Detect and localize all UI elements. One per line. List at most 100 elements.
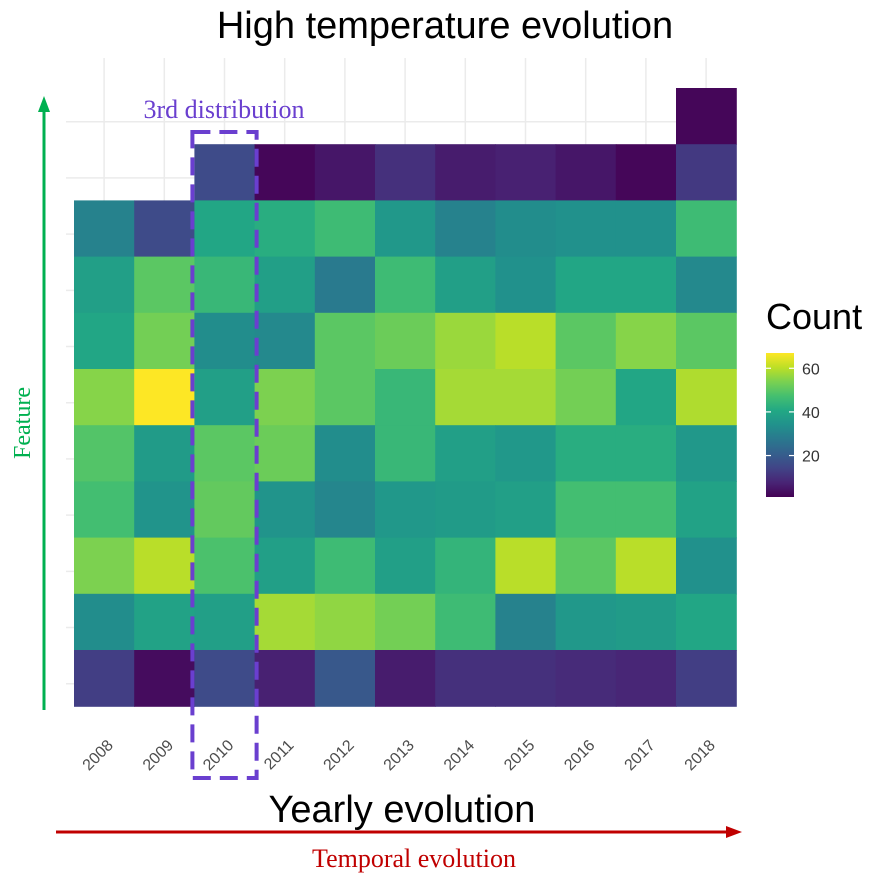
heatmap-cell: [676, 256, 737, 314]
heatmap-cell: [314, 369, 376, 426]
legend-tick-label: 60: [802, 361, 820, 378]
heatmap-cell: [194, 144, 256, 201]
heatmap-cell: [676, 425, 737, 482]
heatmap-cell: [495, 481, 557, 539]
heatmap-cell: [134, 200, 195, 258]
heatmap-cell: [676, 200, 737, 258]
x-tick-label: 2013: [381, 737, 418, 774]
heatmap-cell: [375, 425, 436, 482]
heatmap-cell: [74, 312, 135, 370]
heatmap-cell: [615, 650, 677, 707]
heatmap-cell: [555, 650, 617, 707]
heatmap-cell: [435, 481, 496, 539]
heatmap-cell: [194, 200, 256, 258]
annotations: Feature Temporal evolution 3rd distributio…: [10, 95, 742, 873]
heatmap-cell: [74, 425, 135, 482]
heatmap-cell: [375, 650, 436, 707]
x-tick-label: 2015: [501, 737, 538, 774]
heatmap-cell: [435, 425, 496, 482]
heatmap-cell: [435, 593, 496, 651]
heatmap-cell: [74, 650, 135, 707]
heatmap-cell: [134, 537, 195, 595]
highlight-box: [190, 130, 259, 780]
heatmap-cell: [676, 650, 737, 707]
heatmap-cell: [555, 144, 617, 201]
heatmap-cell: [615, 144, 677, 201]
x-tick-label: 2011: [261, 737, 297, 773]
x-tick-label: 2008: [80, 737, 117, 774]
heatmap-cell: [435, 144, 496, 201]
heatmap-cell: [375, 481, 436, 539]
x-tick-label: 2018: [682, 737, 719, 774]
heatmap-cell: [615, 537, 677, 595]
heatmap-cell: [74, 481, 135, 539]
heatmap-cell: [194, 593, 256, 651]
heatmap-cell: [615, 481, 677, 539]
heatmap-cell: [375, 200, 436, 258]
x-tick-label: 2010: [200, 737, 237, 774]
heatmap-cell: [74, 369, 135, 426]
heatmap-cell: [314, 481, 376, 539]
heatmap-cell: [615, 425, 677, 482]
heatmap-cell: [254, 256, 316, 314]
heatmap-cell: [555, 481, 617, 539]
heatmap-cell: [194, 537, 256, 595]
heatmap-cells: [74, 88, 737, 707]
heatmap-cell: [676, 88, 737, 145]
heatmap-cell: [555, 537, 617, 595]
heatmap-cell: [495, 537, 557, 595]
heatmap-cell: [375, 256, 436, 314]
x-tick-label: 2012: [321, 737, 358, 774]
heatmap-cell: [194, 312, 256, 370]
heatmap-cell: [134, 650, 195, 707]
feature-arrowhead: [38, 96, 50, 112]
heatmap-cell: [615, 593, 677, 651]
legend-tick-label: 20: [802, 449, 820, 466]
heatmap-cell: [314, 200, 376, 258]
heatmap-cell: [254, 369, 316, 426]
heatmap-cell: [74, 537, 135, 595]
heatmap-cell: [495, 144, 557, 201]
heatmap-cell: [375, 312, 436, 370]
heatmap-cell: [74, 256, 135, 314]
heatmap-cell: [435, 650, 496, 707]
heatmap-cell: [435, 537, 496, 595]
heatmap-cell: [194, 650, 256, 707]
x-axis-label: Yearly evolution: [269, 789, 536, 831]
heatmap-cell: [676, 312, 737, 370]
heatmap-cell: [254, 425, 316, 482]
heatmap-cell: [254, 312, 316, 370]
heatmap-cell: [676, 481, 737, 539]
highlight-label: 3rd distribution: [143, 95, 304, 124]
heatmap-cell: [375, 144, 436, 201]
heatmap-cell: [194, 369, 256, 426]
x-tick-labels: 2008 2009 2010 2011 2012 2013 2014 2015 2016 2017…: [80, 737, 719, 774]
heatmap-cell: [615, 369, 677, 426]
heatmap-cell: [134, 256, 195, 314]
heatmap-cell: [555, 200, 617, 258]
heatmap-cell: [194, 256, 256, 314]
legend-colorbar: [766, 353, 794, 497]
heatmap-cell: [254, 537, 316, 595]
heatmap-cell: [375, 593, 436, 651]
legend-title: Count: [766, 296, 862, 337]
heatmap-cell: [495, 256, 557, 314]
heatmap-cell: [555, 312, 617, 370]
heatmap-cell: [134, 425, 195, 482]
heatmap-cell: [314, 593, 376, 651]
heatmap-cell: [615, 200, 677, 258]
heatmap-cell: [435, 369, 496, 426]
heatmap-cell: [495, 650, 557, 707]
heatmap-cell: [314, 650, 376, 707]
x-tick-label: 2009: [140, 737, 177, 774]
heatmap-cell: [555, 425, 617, 482]
heatmap-cell: [495, 312, 557, 370]
temporal-arrowhead: [726, 826, 742, 838]
heatmap-cell: [495, 425, 557, 482]
heatmap-cell: [254, 144, 316, 201]
heatmap-cell: [134, 593, 195, 651]
heatmap-cell: [375, 369, 436, 426]
heatmap-cell: [134, 481, 195, 539]
heatmap-cell: [495, 369, 557, 426]
feature-label: Feature: [10, 387, 36, 459]
